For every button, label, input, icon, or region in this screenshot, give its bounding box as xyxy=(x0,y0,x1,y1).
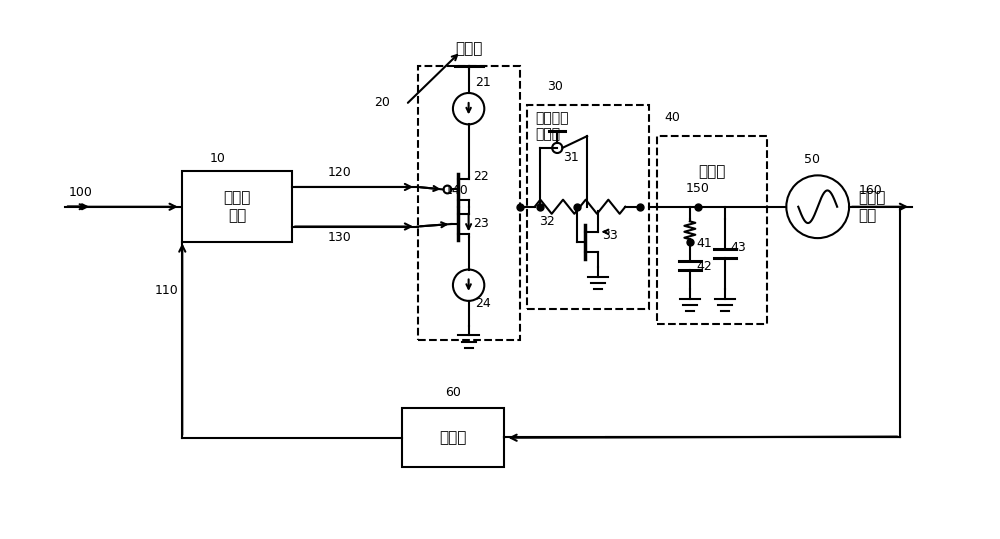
Text: 31: 31 xyxy=(563,150,579,164)
Bar xyxy=(527,105,649,309)
Bar xyxy=(182,171,292,242)
Text: 22: 22 xyxy=(473,170,489,183)
Text: 32: 32 xyxy=(539,215,555,228)
Text: 压控振
荡器: 压控振 荡器 xyxy=(859,191,886,223)
Text: 160: 160 xyxy=(859,184,882,197)
Text: 30: 30 xyxy=(547,80,563,93)
Text: 33: 33 xyxy=(602,229,618,242)
Text: 130: 130 xyxy=(327,231,351,244)
Bar xyxy=(418,66,520,340)
Text: 43: 43 xyxy=(731,241,746,254)
Text: 41: 41 xyxy=(696,237,712,250)
Text: 滤波器: 滤波器 xyxy=(698,164,725,179)
Text: 分频器: 分频器 xyxy=(439,430,467,445)
Text: 21: 21 xyxy=(475,76,491,89)
Text: 42: 42 xyxy=(696,260,712,273)
Text: 60: 60 xyxy=(445,386,461,399)
Text: 单粒子抑
制电路: 单粒子抑 制电路 xyxy=(535,111,569,141)
Text: 23: 23 xyxy=(473,217,489,230)
Text: 40: 40 xyxy=(665,112,681,125)
Text: 10: 10 xyxy=(210,152,226,165)
Text: 50: 50 xyxy=(804,153,820,166)
Text: 100: 100 xyxy=(69,186,92,199)
Text: 20: 20 xyxy=(374,96,390,109)
Text: 140: 140 xyxy=(445,184,469,197)
Text: 110: 110 xyxy=(155,284,179,297)
Text: 150: 150 xyxy=(686,182,710,195)
Bar xyxy=(657,136,767,324)
Bar xyxy=(402,409,504,467)
Text: 24: 24 xyxy=(475,298,491,310)
Text: 120: 120 xyxy=(327,166,351,179)
Text: 电荷泵: 电荷泵 xyxy=(455,41,482,56)
Text: 鉴频鉴
相器: 鉴频鉴 相器 xyxy=(224,191,251,223)
